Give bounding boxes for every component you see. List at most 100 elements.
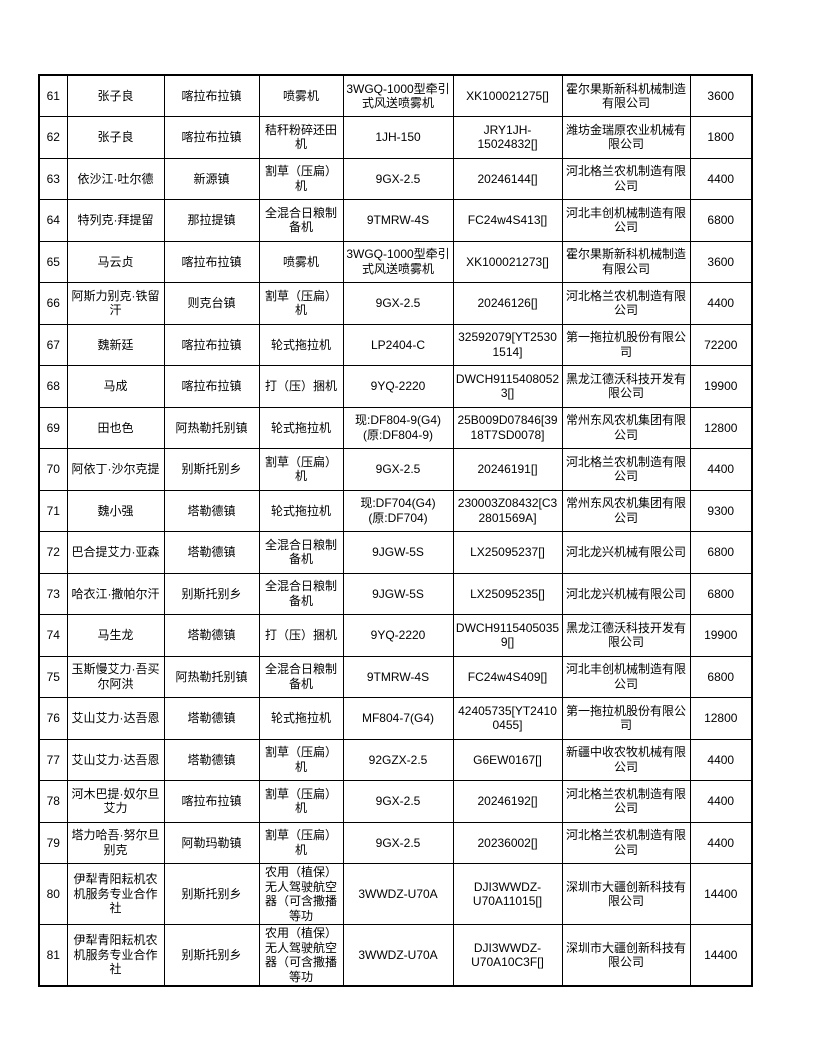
table-row: 74 马生龙 塔勒德镇 打（压）捆机 9YQ-2220 DWCH91154050… <box>38 614 753 657</box>
table-row: 79 塔力哈吾·努尔旦别克 阿勒玛勒镇 割草（压扁）机 9GX-2.5 2023… <box>38 821 753 864</box>
manufacturer-cell: 河北格兰农机制造有限公司 <box>561 157 691 200</box>
machine-type-cell: 轮式拖拉机 <box>258 697 344 740</box>
row-number-cell: 81 <box>38 924 68 987</box>
serial-cell: 20246192[] <box>452 780 563 823</box>
town-cell: 塔勒德镇 <box>163 614 260 657</box>
amount-cell: 4400 <box>689 780 753 823</box>
serial-cell: DJI3WWDZ-U70A10C3F[] <box>452 924 563 987</box>
model-cell: 现:DF704(G4) (原:DF704) <box>342 489 454 532</box>
model-cell: 9GX-2.5 <box>342 821 454 864</box>
table-row: 66 阿斯力别克·铁留汗 则克台镇 割草（压扁）机 9GX-2.5 202461… <box>38 282 753 325</box>
owner-name-cell: 河木巴提·奴尔旦艾力 <box>66 780 165 823</box>
row-number-cell: 76 <box>38 697 68 740</box>
model-cell: 9YQ-2220 <box>342 365 454 408</box>
owner-name-cell: 阿斯力别克·铁留汗 <box>66 282 165 325</box>
manufacturer-cell: 第一拖拉机股份有限公司 <box>561 697 691 740</box>
amount-cell: 19900 <box>689 365 753 408</box>
town-cell: 塔勒德镇 <box>163 697 260 740</box>
town-cell: 别斯托别乡 <box>163 572 260 615</box>
serial-cell: LX25095235[] <box>452 572 563 615</box>
serial-cell: LX25095237[] <box>452 531 563 574</box>
manufacturer-cell: 常州东风农机集团有限公司 <box>561 489 691 532</box>
table-row: 61 张子良 喀拉布拉镇 喷雾机 3WGQ-1000型牵引式风送喷雾机 XK10… <box>38 74 753 117</box>
owner-name-cell: 塔力哈吾·努尔旦别克 <box>66 821 165 864</box>
amount-cell: 4400 <box>689 448 753 491</box>
owner-name-cell: 伊犁青阳耘机农机服务专业合作社 <box>66 863 165 925</box>
manufacturer-cell: 河北龙兴机械有限公司 <box>561 572 691 615</box>
table-row: 75 玉斯慢艾力·吾买尔阿洪 阿热勒托别镇 全混合日粮制备机 9TMRW-4S … <box>38 655 753 698</box>
manufacturer-cell: 霍尔果斯新科机械制造有限公司 <box>561 74 691 117</box>
row-number-cell: 69 <box>38 406 68 449</box>
town-cell: 喀拉布拉镇 <box>163 116 260 159</box>
row-number-cell: 67 <box>38 323 68 366</box>
serial-cell: DWCH91154080523[] <box>452 365 563 408</box>
town-cell: 喀拉布拉镇 <box>163 74 260 117</box>
machine-type-cell: 农用（植保）无人驾驶航空器（可含撒播等功 <box>258 924 344 987</box>
owner-name-cell: 依沙江·吐尔德 <box>66 157 165 200</box>
machine-type-cell: 割草（压扁）机 <box>258 821 344 864</box>
table-row: 78 河木巴提·奴尔旦艾力 喀拉布拉镇 割草（压扁）机 9GX-2.5 2024… <box>38 780 753 823</box>
model-cell: MF804-7(G4) <box>342 697 454 740</box>
manufacturer-cell: 潍坊金瑞原农业机械有限公司 <box>561 116 691 159</box>
manufacturer-cell: 霍尔果斯新科机械制造有限公司 <box>561 240 691 283</box>
serial-cell: XK100021275[] <box>452 74 563 117</box>
amount-cell: 4400 <box>689 738 753 781</box>
model-cell: 9GX-2.5 <box>342 282 454 325</box>
serial-cell: 20236002[] <box>452 821 563 864</box>
amount-cell: 6800 <box>689 531 753 574</box>
manufacturer-cell: 新疆中收农牧机械有限公司 <box>561 738 691 781</box>
row-number-cell: 73 <box>38 572 68 615</box>
town-cell: 喀拉布拉镇 <box>163 780 260 823</box>
manufacturer-cell: 河北丰创机械制造有限公司 <box>561 655 691 698</box>
manufacturer-cell: 黑龙江德沃科技开发有限公司 <box>561 614 691 657</box>
model-cell: 9GX-2.5 <box>342 448 454 491</box>
machine-type-cell: 割草（压扁）机 <box>258 282 344 325</box>
owner-name-cell: 巴合提艾力·亚森 <box>66 531 165 574</box>
amount-cell: 3600 <box>689 74 753 117</box>
row-number-cell: 71 <box>38 489 68 532</box>
machine-type-cell: 全混合日粮制备机 <box>258 199 344 242</box>
town-cell: 则克台镇 <box>163 282 260 325</box>
row-number-cell: 72 <box>38 531 68 574</box>
owner-name-cell: 阿依丁·沙尔克提 <box>66 448 165 491</box>
owner-name-cell: 魏小强 <box>66 489 165 532</box>
row-number-cell: 74 <box>38 614 68 657</box>
machine-type-cell: 秸秆粉碎还田机 <box>258 116 344 159</box>
serial-cell: G6EW0167[] <box>452 738 563 781</box>
town-cell: 喀拉布拉镇 <box>163 323 260 366</box>
town-cell: 塔勒德镇 <box>163 738 260 781</box>
manufacturer-cell: 河北格兰农机制造有限公司 <box>561 780 691 823</box>
manufacturer-cell: 黑龙江德沃科技开发有限公司 <box>561 365 691 408</box>
row-number-cell: 62 <box>38 116 68 159</box>
row-number-cell: 79 <box>38 821 68 864</box>
town-cell: 新源镇 <box>163 157 260 200</box>
serial-cell: 230003Z08432[C32801569A] <box>452 489 563 532</box>
owner-name-cell: 玉斯慢艾力·吾买尔阿洪 <box>66 655 165 698</box>
manufacturer-cell: 河北丰创机械制造有限公司 <box>561 199 691 242</box>
table-row: 70 阿依丁·沙尔克提 别斯托别乡 割草（压扁）机 9GX-2.5 202461… <box>38 448 753 491</box>
owner-name-cell: 马云贞 <box>66 240 165 283</box>
amount-cell: 1800 <box>689 116 753 159</box>
row-number-cell: 75 <box>38 655 68 698</box>
serial-cell: 20246126[] <box>452 282 563 325</box>
row-number-cell: 80 <box>38 863 68 925</box>
row-number-cell: 77 <box>38 738 68 781</box>
town-cell: 阿热勒托别镇 <box>163 406 260 449</box>
town-cell: 喀拉布拉镇 <box>163 365 260 408</box>
table-row: 63 依沙江·吐尔德 新源镇 割草（压扁）机 9GX-2.5 20246144[… <box>38 157 753 200</box>
amount-cell: 72200 <box>689 323 753 366</box>
owner-name-cell: 哈衣江·撒帕尔汗 <box>66 572 165 615</box>
table-body: 61 张子良 喀拉布拉镇 喷雾机 3WGQ-1000型牵引式风送喷雾机 XK10… <box>38 74 753 987</box>
amount-cell: 12800 <box>689 406 753 449</box>
amount-cell: 9300 <box>689 489 753 532</box>
table-row: 77 艾山艾力·达吾恩 塔勒德镇 割草（压扁）机 92GZX-2.5 G6EW0… <box>38 738 753 781</box>
amount-cell: 6800 <box>689 199 753 242</box>
machine-type-cell: 喷雾机 <box>258 240 344 283</box>
serial-cell: JRY1JH-15024832[] <box>452 116 563 159</box>
model-cell: 9JGW-5S <box>342 572 454 615</box>
machine-type-cell: 农用（植保）无人驾驶航空器（可含撒播等功 <box>258 863 344 925</box>
model-cell: 9GX-2.5 <box>342 780 454 823</box>
serial-cell: FC24w4S409[] <box>452 655 563 698</box>
document-page: 61 张子良 喀拉布拉镇 喷雾机 3WGQ-1000型牵引式风送喷雾机 XK10… <box>38 74 753 987</box>
amount-cell: 6800 <box>689 655 753 698</box>
